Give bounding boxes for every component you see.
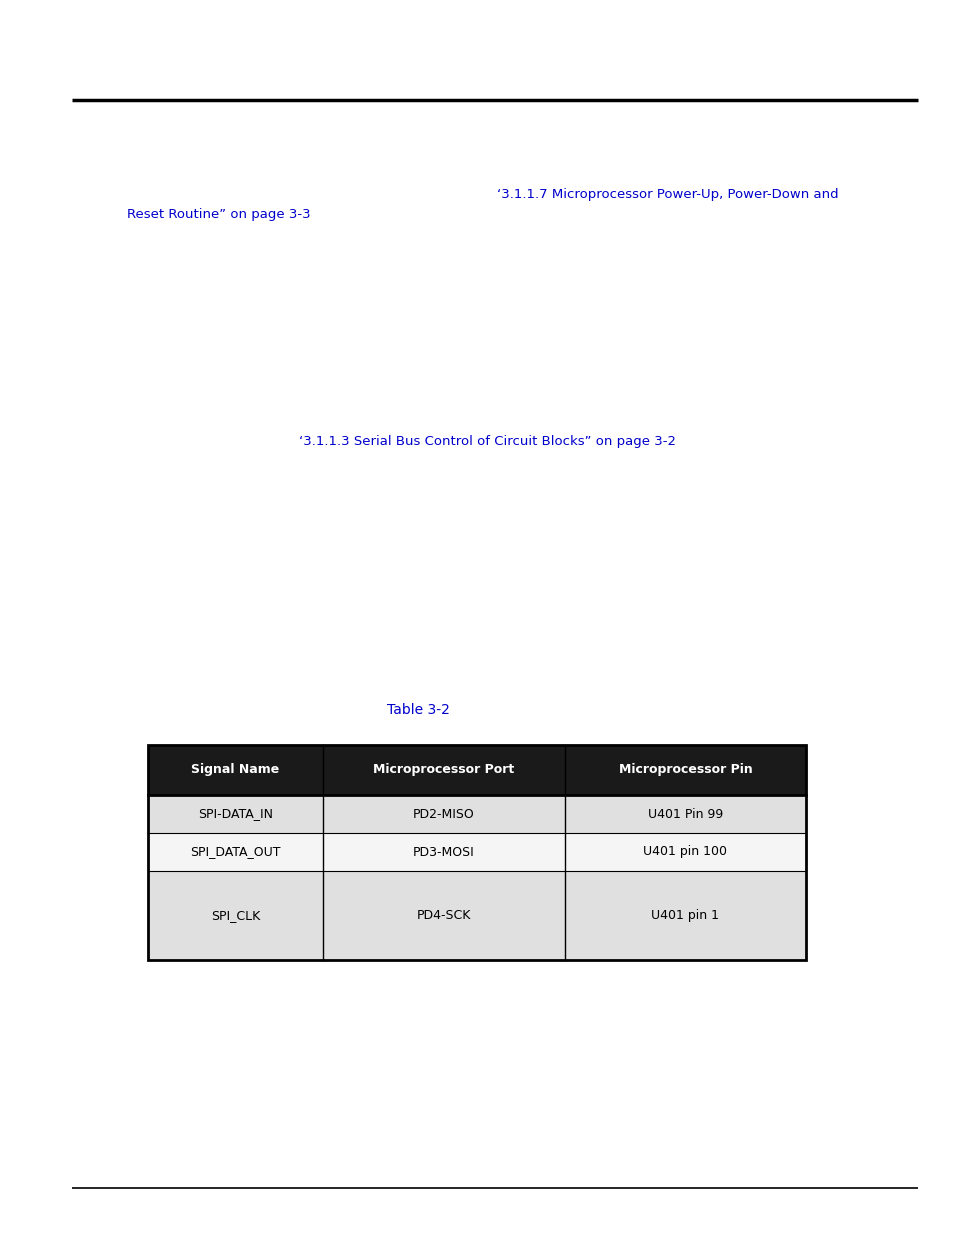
Text: U401 Pin 99: U401 Pin 99 bbox=[647, 808, 722, 820]
Text: PD4-SCK: PD4-SCK bbox=[416, 909, 471, 923]
Text: U401 pin 100: U401 pin 100 bbox=[643, 846, 727, 858]
Bar bbox=[148, 871, 805, 960]
Text: PD2-MISO: PD2-MISO bbox=[413, 808, 475, 820]
Text: SPI_CLK: SPI_CLK bbox=[211, 909, 260, 923]
Text: Microprocessor Pin: Microprocessor Pin bbox=[618, 763, 752, 777]
Text: SPI-DATA_IN: SPI-DATA_IN bbox=[198, 808, 273, 820]
Bar bbox=[148, 795, 805, 832]
Text: SPI_DATA_OUT: SPI_DATA_OUT bbox=[190, 846, 280, 858]
Text: Table 3-2: Table 3-2 bbox=[386, 703, 449, 718]
Text: Microprocessor Port: Microprocessor Port bbox=[373, 763, 514, 777]
Text: Signal Name: Signal Name bbox=[192, 763, 279, 777]
Text: ‘3.1.1.3 Serial Bus Control of Circuit Blocks” on page 3-2: ‘3.1.1.3 Serial Bus Control of Circuit B… bbox=[299, 436, 676, 448]
Bar bbox=[148, 745, 805, 960]
Bar bbox=[148, 745, 805, 795]
Text: U401 pin 1: U401 pin 1 bbox=[651, 909, 719, 923]
Text: Reset Routine” on page 3-3: Reset Routine” on page 3-3 bbox=[127, 207, 311, 221]
Text: PD3-MOSI: PD3-MOSI bbox=[413, 846, 475, 858]
Text: ‘3.1.1.7 Microprocessor Power-Up, Power-Down and: ‘3.1.1.7 Microprocessor Power-Up, Power-… bbox=[497, 188, 838, 201]
Bar bbox=[148, 832, 805, 871]
